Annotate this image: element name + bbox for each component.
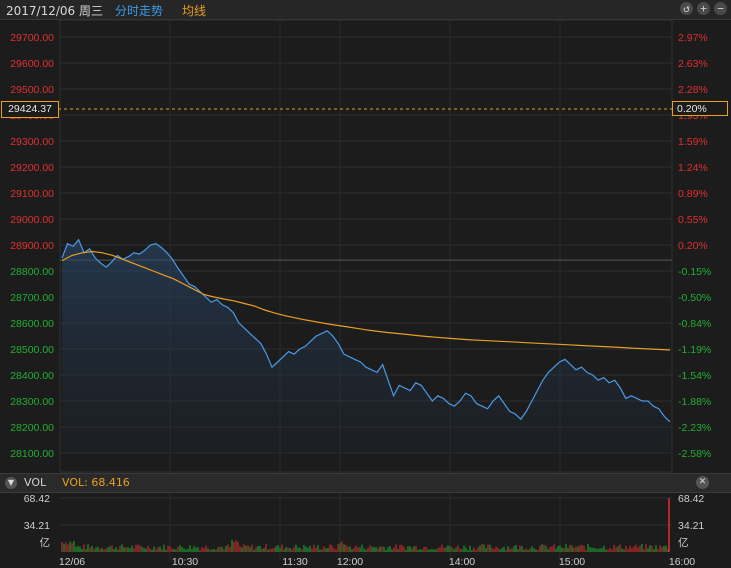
y-tick-label-right: 1.24% [678, 162, 708, 174]
y-tick-label-right: -0.84% [678, 318, 711, 330]
y-tick-label-left: 29500.00 [10, 84, 54, 96]
y-tick-label-right: 1.59% [678, 136, 708, 148]
y-tick-label-left: 29700.00 [10, 32, 54, 44]
vol-tick-label-right: 亿 [678, 536, 689, 549]
trade-date: 2017/12/06 周三 [6, 4, 103, 18]
zoom-out-icon[interactable]: − [714, 2, 727, 15]
y-tick-label-left: 28900.00 [10, 240, 54, 252]
y-tick-label-right: 0.20% [678, 240, 708, 252]
y-tick-label-left: 29200.00 [10, 162, 54, 174]
plot-frame [59, 19, 673, 473]
vol-tick-label-left: 亿 [40, 536, 51, 549]
y-tick-label-right: 2.97% [678, 32, 708, 44]
close-icon[interactable]: ✕ [696, 476, 709, 489]
crosshair-pct-label: 0.20% [672, 101, 728, 116]
y-tick-label-right: -1.54% [678, 370, 711, 382]
x-tick-label: 12:00 [337, 556, 363, 568]
y-tick-label-left: 28400.00 [10, 370, 54, 382]
y-tick-label-left: 28100.00 [10, 448, 54, 460]
x-tick-label: 16:00 [669, 556, 695, 568]
y-tick-label-right: -0.50% [678, 292, 711, 304]
tab-average-line[interactable]: 均线 [182, 4, 207, 18]
price-area-fill [62, 239, 670, 453]
y-tick-label-left: 29600.00 [10, 58, 54, 70]
volume-value: VOL: 68.416 [62, 476, 130, 489]
zoom-in-icon[interactable]: + [697, 2, 710, 15]
x-tick-label: 15:00 [559, 556, 585, 568]
y-tick-label-right: 0.55% [678, 214, 708, 226]
y-tick-label-left: 28700.00 [10, 292, 54, 304]
y-tick-label-left: 28800.00 [10, 266, 54, 278]
chart-header: 2017/12/06 周三 分时走势 均线 ↺ + − [0, 0, 731, 20]
y-tick-label-right: -0.15% [678, 266, 711, 278]
volume-label: VOL [24, 476, 47, 489]
price-line [61, 238, 671, 423]
vol-tick-label-left: 34.21 [24, 520, 50, 532]
x-tick-label: 14:00 [449, 556, 475, 568]
crosshair-price-label: 29424.37 [1, 101, 59, 118]
y-tick-label-left: 29300.00 [10, 136, 54, 148]
vol-tick-label-right: 34.21 [678, 520, 704, 532]
back-icon[interactable]: ↺ [680, 2, 693, 15]
vol-tick-label-right: 68.42 [678, 493, 704, 505]
header-icons: ↺ + − [680, 2, 727, 15]
y-tick-label-right: 2.63% [678, 58, 708, 70]
average-line [61, 250, 671, 351]
y-tick-label-left: 29000.00 [10, 214, 54, 226]
y-tick-label-right: -1.19% [678, 344, 711, 356]
x-tick-label: 11:30 [282, 556, 308, 568]
collapse-icon[interactable]: ▼ [5, 477, 17, 489]
tab-intraday[interactable]: 分时走势 [115, 4, 164, 18]
y-tick-label-right: -2.23% [678, 422, 711, 434]
y-tick-label-left: 28300.00 [10, 396, 54, 408]
x-tick-label: 10:30 [172, 556, 198, 568]
y-tick-label-left: 28200.00 [10, 422, 54, 434]
y-tick-label-right: -1.88% [678, 396, 711, 408]
vol-tick-label-left: 68.42 [24, 493, 50, 505]
y-tick-label-right: -2.58% [678, 448, 711, 460]
x-tick-label: 12/06 [59, 556, 85, 568]
volume-panel-header: ▼ VOL VOL: 68.416 ✕ [0, 473, 731, 493]
y-tick-label-left: 28600.00 [10, 318, 54, 330]
y-tick-label-left: 29100.00 [10, 188, 54, 200]
y-tick-label-right: 0.89% [678, 188, 708, 200]
y-tick-label-right: 2.28% [678, 84, 708, 96]
y-tick-label-left: 28500.00 [10, 344, 54, 356]
